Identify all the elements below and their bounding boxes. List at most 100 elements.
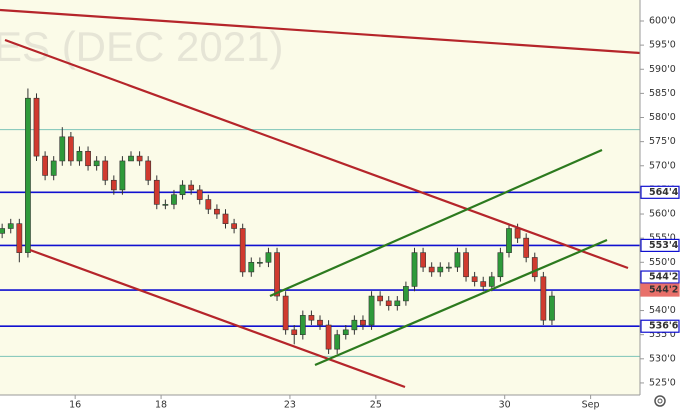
candle-body [16,223,23,253]
candle-body [299,315,306,335]
trend-line [4,38,629,270]
candle-body [265,252,272,263]
trend-line [269,148,603,298]
candle-body [33,97,40,157]
candle-body [50,160,57,176]
candle-body [231,223,237,229]
candle-body [93,160,100,167]
price-box [640,185,680,199]
x-tick-label: Sep [582,400,600,411]
candle-body [463,252,469,278]
price-label: 553'4 [649,240,679,251]
y-tick-label: 580'0 [649,112,676,123]
y-tick-label: 525'0 [649,377,676,388]
trend-line [314,238,608,367]
x-tick-label: 30 [499,400,511,411]
candle-body [454,252,461,268]
settings-gear-hub[interactable] [657,398,663,404]
candle-body [549,295,555,321]
y-tick-label: 535'0 [649,329,676,340]
x-tick-label: 18 [155,400,167,411]
y-tick-label: 575'0 [649,136,676,147]
candle-body [445,266,452,269]
candle-body [385,300,392,307]
candle-body [102,160,109,181]
candle-body [325,324,332,350]
candle-body [540,276,547,321]
candle-body [7,223,14,229]
candle-body [360,319,366,326]
x-tick-label: 23 [284,400,296,411]
price-label: 544'2 [649,272,678,283]
settings-icon[interactable] [654,395,666,407]
candle-body [162,204,169,206]
x-tick-label: 25 [370,400,382,411]
candle-body [411,252,418,287]
candle-body [222,213,229,224]
watermark-title: ES (DEC 2021) [0,23,283,70]
candle-body [403,286,409,302]
candle-body [282,295,289,331]
candle-body [214,208,220,215]
candle-body [42,155,48,176]
trend-line [0,8,641,55]
y-tick-label: 540'0 [649,305,676,316]
candle-body [480,281,487,287]
trend-lines [0,8,641,389]
candle-body [342,329,349,335]
candle-body [523,237,530,258]
candle-body [428,266,435,273]
candle-body [351,319,358,331]
candle-body [171,194,177,205]
y-tick-label: 560'0 [649,209,676,220]
candle-body [394,300,401,307]
y-tick-label: 570'0 [649,160,676,171]
candle-body [531,257,538,278]
candle-body [514,228,521,239]
plot [0,88,640,357]
candle-body [471,276,478,282]
x-tick-label: 16 [69,400,81,411]
settings-gear[interactable] [654,395,666,407]
price-box [640,319,680,333]
y-tick-label: 595'0 [649,40,676,51]
y-tick-label: 600'0 [649,15,676,26]
candle-body [488,276,495,287]
candle-body [196,189,203,200]
trend-line [29,248,406,389]
candle-body [136,155,143,162]
candle-body [153,179,160,205]
candle-body [368,295,375,326]
candle-body [506,228,512,253]
candle-body [179,184,186,196]
candle-body [25,97,31,253]
candle-body [291,329,298,335]
y-tick-label: 590'0 [649,64,676,75]
candle-body [188,184,195,191]
price-label: 536'6 [649,321,679,332]
candle-body [317,319,323,326]
price-label: 544'2 [649,285,678,296]
candle-body [76,150,83,162]
candle-body [128,155,134,162]
candle-body [85,150,91,167]
candle-body [239,228,246,273]
y-tick-label: 530'0 [649,353,676,364]
y-tick-label: 585'0 [649,88,676,99]
price-box [640,270,680,284]
candle-body [119,160,126,191]
candle-body [256,261,263,264]
candle-body [248,261,255,273]
candle-body [308,315,315,321]
axes: 525'0530'0535'0540'0545'0550'0555'0560'0… [69,15,680,411]
candle-body [274,252,280,297]
candle-body [145,160,152,181]
candle-body [497,252,504,278]
candle-body [110,179,117,191]
y-tick-label: 555'0 [649,233,676,244]
candle-body [437,266,444,273]
candle-body [420,252,426,268]
price-box [640,238,680,252]
candle-body [205,199,212,210]
